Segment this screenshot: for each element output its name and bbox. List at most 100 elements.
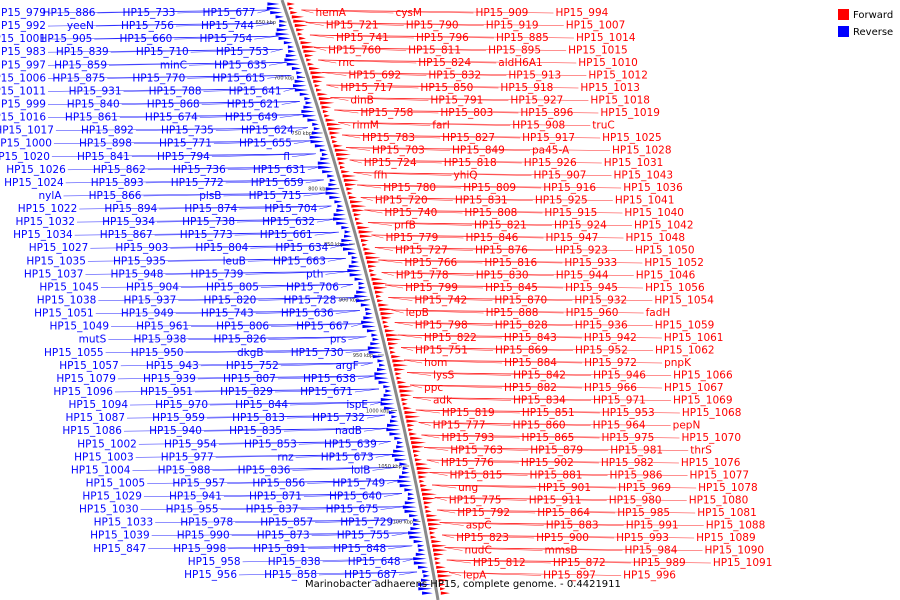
- reverse-gene-label: HP15_735: [161, 125, 214, 137]
- leader-line: [398, 571, 418, 576]
- forward-feature-arrow: [388, 342, 399, 346]
- reverse-feature-arrow: [341, 226, 350, 230]
- forward-gene-label: HP15_885: [496, 32, 549, 44]
- leader-line: [400, 347, 414, 351]
- forward-feature-arrow: [328, 127, 343, 131]
- forward-gene-label: cysM: [395, 7, 422, 19]
- forward-gene-label: HP15_972: [584, 357, 637, 369]
- leader-line: [444, 547, 703, 551]
- reverse-feature-arrow: [418, 587, 433, 591]
- reverse-gene-label: argF: [335, 360, 358, 372]
- forward-gene-label: HP15_703: [372, 145, 425, 157]
- reverse-gene-label: HP15_1020: [0, 151, 50, 163]
- reverse-feature-arrow: [391, 453, 406, 458]
- leader-line: [151, 532, 410, 536]
- reverse-feature-arrow: [336, 208, 345, 212]
- reverse-feature-arrow: [394, 458, 407, 462]
- leader-line: [318, 59, 337, 64]
- leader-line: [330, 97, 349, 101]
- reverse-gene-label: HP15_862: [93, 164, 146, 176]
- forward-feature-arrow: [287, 2, 295, 6]
- leader-line: [391, 309, 404, 314]
- reverse-gene-label: HP15_1037: [24, 268, 84, 280]
- reverse-feature-arrow: [389, 419, 399, 423]
- forward-gene-label: fadH: [646, 307, 671, 319]
- reverse-feature-arrow: [408, 531, 422, 535]
- forward-feature-arrow: [420, 484, 427, 488]
- leader-line: [314, 47, 567, 51]
- forward-feature-arrow: [314, 84, 321, 88]
- reverse-gene-label: HP15_1005: [86, 477, 146, 489]
- forward-gene-label: lepA: [463, 570, 487, 582]
- reverse-feature-arrow: [275, 32, 290, 36]
- forward-gene-label: HP15_777: [433, 420, 486, 432]
- reverse-gene-label: HP15_1003: [74, 451, 134, 463]
- leader-line: [374, 247, 393, 251]
- leader-line: [123, 427, 388, 432]
- leader-line: [388, 297, 413, 301]
- forward-feature-arrow: [356, 221, 364, 225]
- leader-line: [357, 184, 622, 189]
- leader-line: [293, 140, 312, 144]
- forward-gene-label: HP15_900: [536, 532, 589, 544]
- leader-line: [424, 447, 689, 451]
- forward-feature-arrow: [391, 355, 401, 359]
- reverse-feature-arrow: [351, 256, 358, 260]
- leader-line: [434, 497, 447, 501]
- reverse-feature-arrow: [292, 84, 307, 88]
- forward-feature-arrow: [354, 217, 360, 221]
- reverse-gene-label: HP15_632: [262, 216, 315, 228]
- leader-line: [314, 231, 339, 236]
- forward-gene-label: thrS: [690, 445, 712, 457]
- forward-feature-arrow: [343, 178, 359, 182]
- leader-line: [90, 244, 343, 249]
- leader-line: [335, 310, 360, 314]
- tick-label: 1100 kbp: [390, 520, 414, 526]
- reverse-feature-arrow: [325, 191, 340, 195]
- reverse-feature-arrow: [275, 15, 284, 19]
- leader-line: [318, 59, 577, 64]
- reverse-feature-arrow: [379, 363, 386, 367]
- forward-feature-arrow: [310, 71, 326, 75]
- forward-feature-arrow: [384, 329, 395, 333]
- leader-line: [412, 397, 432, 401]
- reverse-gene-label: HP15_1049: [50, 321, 110, 333]
- forward-feature-arrow: [377, 299, 384, 303]
- reverse-feature-arrow: [358, 286, 366, 290]
- forward-feature-arrow: [439, 582, 446, 587]
- forward-feature-arrow: [385, 333, 401, 337]
- reverse-feature-arrow: [333, 213, 346, 217]
- forward-feature-arrow: [440, 591, 450, 595]
- forward-feature-arrow: [411, 441, 427, 445]
- forward-feature-arrow: [374, 290, 384, 294]
- reverse-gene-label: HP15_931: [69, 85, 122, 97]
- forward-gene-label: HP15_799: [405, 282, 458, 294]
- leader-line: [138, 441, 391, 445]
- reverse-gene-label: HP15_998: [173, 543, 226, 555]
- leader-line: [342, 134, 361, 139]
- forward-gene-label: HP15_966: [584, 382, 637, 394]
- reverse-gene-label: HP15_1016: [0, 112, 46, 124]
- reverse-gene-label: HP15_871: [249, 491, 302, 503]
- forward-gene-label: farI: [432, 120, 450, 132]
- leader-line: [100, 284, 353, 288]
- forward-feature-arrow: [338, 161, 346, 165]
- reverse-gene-label: HP15_856: [252, 477, 305, 489]
- forward-gene-label: hom: [424, 357, 447, 369]
- reverse-feature-arrow: [329, 178, 336, 182]
- forward-gene-label: HP15_834: [513, 395, 566, 407]
- forward-feature-arrow: [429, 531, 436, 535]
- forward-feature-arrow: [297, 32, 303, 36]
- reverse-gene-label: HP15_1034: [13, 229, 73, 241]
- reverse-gene-label: HP15_893: [91, 177, 144, 189]
- leader-line: [47, 48, 283, 53]
- leader-line: [415, 409, 440, 414]
- reverse-gene-label: HP15_753: [216, 46, 269, 58]
- reverse-feature-arrow: [365, 312, 373, 316]
- forward-gene-label: HP15_986: [610, 470, 663, 482]
- forward-gene-label: HP15_952: [575, 345, 628, 357]
- reverse-feature-arrow: [386, 428, 401, 432]
- forward-gene-label: pepN: [673, 420, 701, 432]
- forward-gene-label: HP15_944: [556, 270, 609, 282]
- reverse-gene-label: HP15_806: [216, 321, 269, 333]
